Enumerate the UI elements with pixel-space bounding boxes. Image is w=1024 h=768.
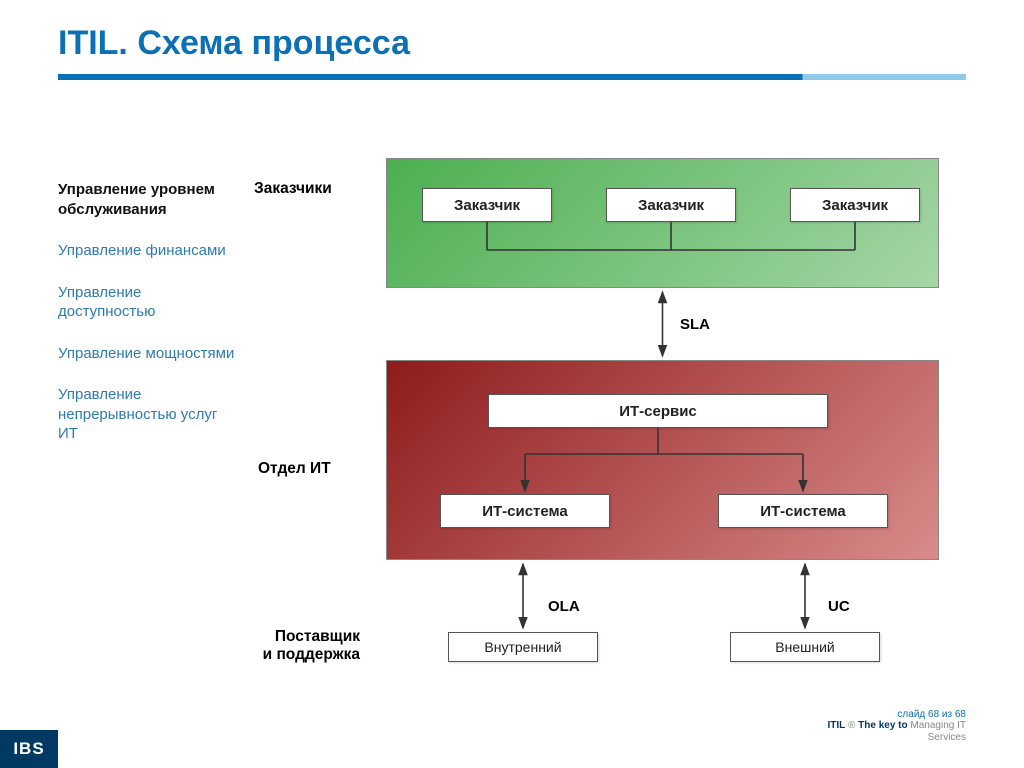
panel-it — [386, 360, 939, 560]
footer-services: Services — [928, 732, 966, 743]
slide: ITIL. Схема процесса Управление уровнем … — [0, 0, 1024, 768]
box-it-system-1: ИТ-система — [440, 494, 610, 528]
box-customer-1: Заказчик — [422, 188, 552, 222]
label-customers: Заказчики — [254, 180, 332, 198]
sidebar-item: Управление непрерывностью услуг ИТ — [58, 385, 238, 444]
sidebar: Управление уровнем обслуживания Управлени… — [58, 180, 238, 466]
box-it-system-2: ИТ-система — [718, 494, 888, 528]
slide-number: слайд 68 из 68 — [897, 709, 966, 720]
sidebar-item: Управление доступностью — [58, 283, 238, 322]
label-supplier-2: и поддержка — [256, 646, 360, 664]
label-supplier-1: Поставщик — [260, 628, 360, 646]
label-it-dept: Отдел ИТ — [258, 460, 331, 478]
label-uc: UC — [828, 598, 850, 615]
box-supplier-internal: Внутренний — [448, 632, 598, 662]
footer-tagline: ITIL ® The key to Managing IT Services — [827, 720, 966, 744]
title-underline — [58, 74, 966, 80]
box-it-service: ИТ-сервис — [488, 394, 828, 428]
sidebar-item: Управление уровнем обслуживания — [58, 180, 238, 219]
box-customer-3: Заказчик — [790, 188, 920, 222]
footer-managing: Managing IT — [910, 720, 966, 731]
sidebar-item: Управление мощностями — [58, 344, 238, 364]
label-ola: OLA — [548, 598, 580, 615]
footer-itil: ITIL — [827, 720, 845, 731]
label-sla: SLA — [680, 316, 710, 333]
logo-ibs: IBS — [0, 730, 58, 768]
panel-customers — [386, 158, 939, 288]
footer-key: The key to — [858, 720, 910, 731]
page-title: ITIL. Схема процесса — [58, 24, 410, 63]
box-customer-2: Заказчик — [606, 188, 736, 222]
sidebar-item: Управление финансами — [58, 241, 238, 261]
footer-reg: ® — [845, 720, 858, 731]
box-supplier-external: Внешний — [730, 632, 880, 662]
